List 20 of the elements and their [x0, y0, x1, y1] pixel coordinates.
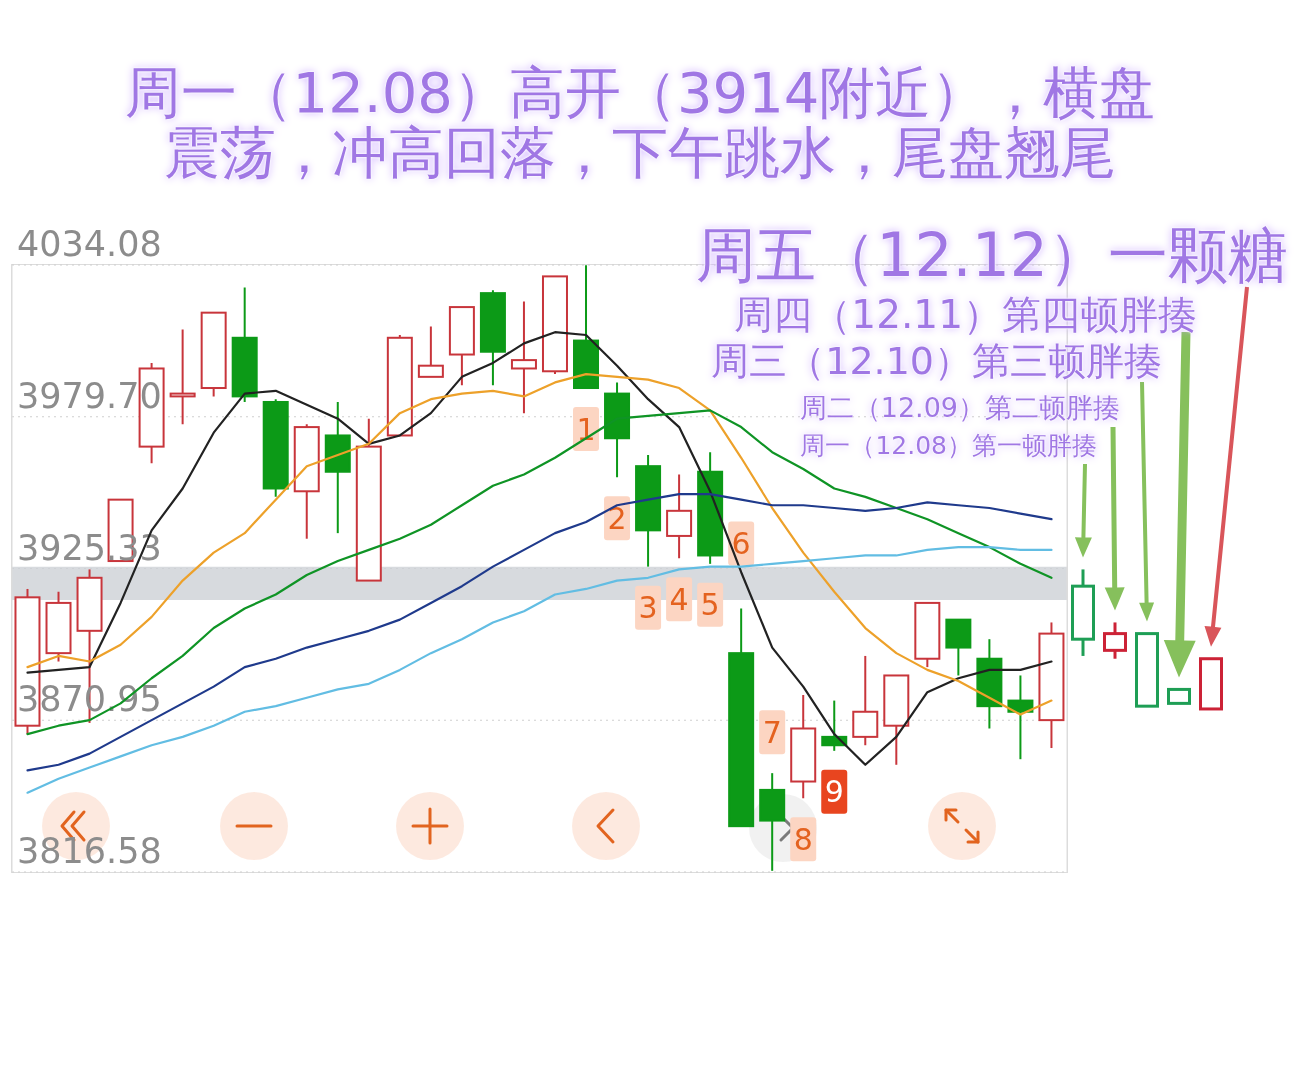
annotation: 周二（12.09）第二顿胖揍: [799, 391, 1120, 425]
text: 3: [638, 590, 658, 626]
annotation: 周四（12.11）第四顿胖揍: [734, 291, 1197, 339]
annotation: 周一（12.08）第一顿胖揍: [800, 431, 1097, 461]
text: 9: [824, 774, 844, 810]
annotation: 周三（12.10）第三顿胖揍: [711, 339, 1162, 385]
y-tick-label: 3816.58: [17, 831, 162, 871]
text: 7: [762, 714, 782, 750]
y-tick-label: 4034.08: [17, 224, 162, 264]
text: 4: [669, 581, 689, 617]
annotation: 周五（12.12）一颗糖: [696, 219, 1288, 291]
text: 2: [607, 500, 627, 536]
text: 5: [700, 587, 720, 623]
candlestick: [1135, 632, 1159, 708]
candlestick: [1167, 687, 1191, 705]
text: 8: [793, 821, 813, 857]
chart-title: 周一（12.08）高开（3914附近），横盘震荡，冲高回落，下午跳水，尾盘翘尾: [123, 60, 1157, 185]
candlestick: [1071, 569, 1095, 656]
candlestick: [1199, 657, 1223, 711]
text: 6: [731, 525, 751, 561]
